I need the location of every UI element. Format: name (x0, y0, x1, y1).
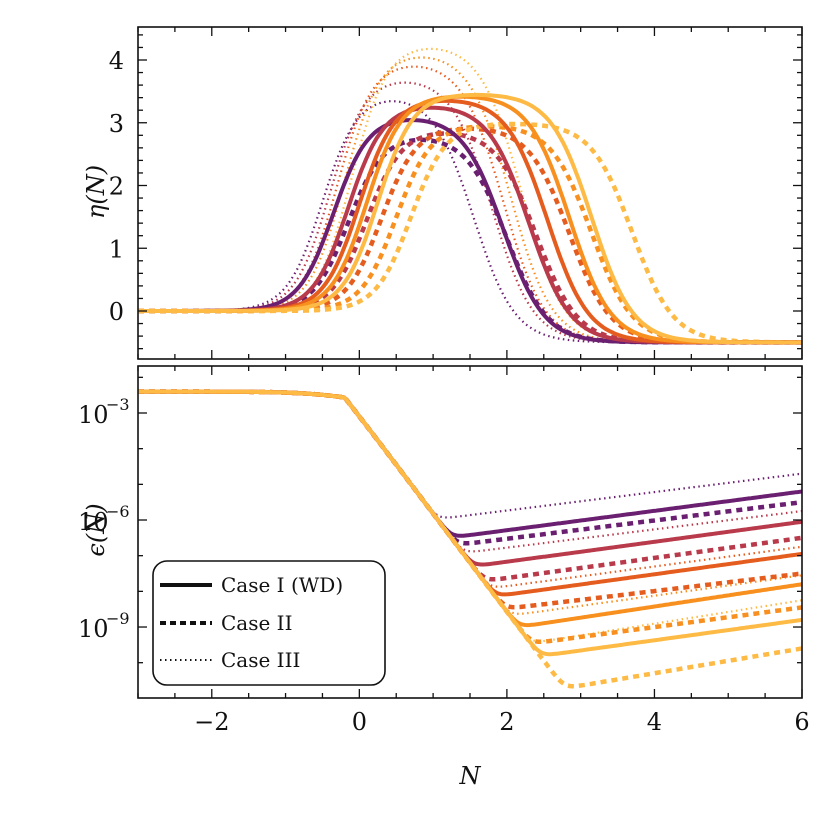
epsilon-line (138, 389, 802, 657)
legend-label-case1: Case I (WD) (221, 573, 343, 597)
epsilon-line (138, 389, 802, 582)
top-ylabel: η(N) (82, 165, 110, 219)
xtick-label: 0 (352, 708, 367, 736)
top-ytick-labels: 0 1 2 3 4 (109, 47, 124, 326)
top-ytick-label: 4 (109, 47, 124, 75)
bottom-ytick-exponent: −3 (106, 395, 130, 414)
eta-line (138, 47, 802, 344)
top-panel-eta: 0 1 2 3 4 η(N) (82, 26, 803, 360)
epsilon-curves (138, 389, 802, 689)
eta-line (138, 94, 802, 345)
eta-line (138, 100, 802, 344)
eta-line (138, 81, 802, 344)
bottom-ytick-exponent: −9 (106, 609, 130, 628)
legend-label-case2: Case II (221, 611, 292, 635)
bottom-panel-epsilon: 10−310−610−9 −2 0 2 4 6 ϵ(N) N Case I (WD) C… (78, 365, 810, 790)
xtick-label: 4 (647, 708, 662, 736)
xtick-label: −2 (194, 708, 229, 736)
epsilon-line (138, 390, 802, 588)
eta-line (138, 56, 802, 344)
eta-line (138, 98, 802, 345)
epsilon-line (138, 389, 802, 546)
epsilon-line (138, 390, 802, 519)
epsilon-line (138, 389, 802, 567)
top-ytick-label: 1 (109, 235, 124, 263)
legend-label-case3: Case III (221, 648, 300, 672)
epsilon-line (138, 390, 802, 553)
xtick-labels: −2 0 2 4 6 (194, 708, 810, 736)
bottom-ytick-exponent: −6 (106, 502, 130, 521)
xtick-label: 6 (794, 708, 809, 736)
xlabel: N (459, 762, 482, 790)
bottom-ticks (137, 366, 803, 698)
eta-curves (138, 47, 802, 345)
top-ytick-label: 0 (109, 298, 124, 326)
legend-box (152, 560, 386, 686)
top-ytick-label: 3 (109, 110, 124, 138)
top-ticks (137, 27, 803, 359)
legend: Case I (WD) Case II Case III (152, 560, 386, 686)
eta-line (138, 92, 802, 345)
bottom-ytick-label: 10 (78, 615, 109, 643)
xtick-label: 2 (499, 708, 514, 736)
bottom-ytick-label: 10 (78, 508, 109, 536)
bottom-ylabel: ϵ(N) (82, 503, 110, 556)
top-ytick-label: 2 (109, 173, 124, 201)
bottom-ytick-labels: 10−310−610−9 (78, 395, 130, 643)
bottom-ytick-label: 10 (78, 401, 109, 429)
